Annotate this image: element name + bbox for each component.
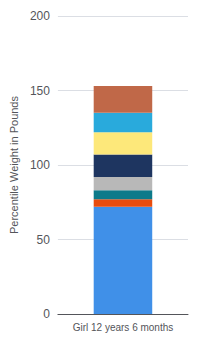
svg-text:150: 150 bbox=[30, 84, 50, 98]
svg-text:200: 200 bbox=[30, 9, 50, 23]
svg-text:100: 100 bbox=[30, 158, 50, 172]
svg-text:0: 0 bbox=[43, 307, 50, 321]
svg-text:50: 50 bbox=[37, 233, 51, 247]
svg-text:Girl 12 years 6 months: Girl 12 years 6 months bbox=[73, 322, 174, 333]
svg-text:Percentile Weight in Pounds: Percentile Weight in Pounds bbox=[8, 96, 20, 234]
